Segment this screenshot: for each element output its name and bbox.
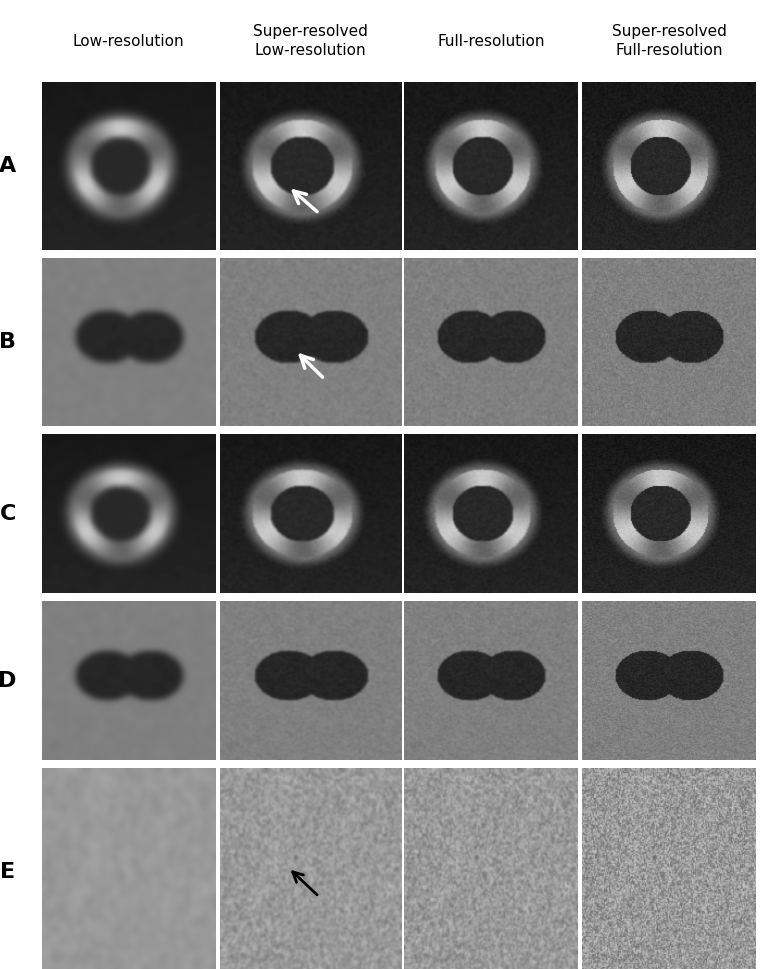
Text: Super-resolved
Full-resolution: Super-resolved Full-resolution — [612, 24, 727, 58]
Text: B: B — [0, 332, 16, 352]
Text: Low-resolution: Low-resolution — [73, 34, 185, 48]
Text: E: E — [0, 861, 15, 882]
Text: Full-resolution: Full-resolution — [438, 34, 545, 48]
Text: A: A — [0, 156, 16, 176]
Text: Super-resolved
Low-resolution: Super-resolved Low-resolution — [252, 24, 368, 58]
Text: C: C — [0, 504, 16, 523]
Text: D: D — [0, 671, 17, 691]
